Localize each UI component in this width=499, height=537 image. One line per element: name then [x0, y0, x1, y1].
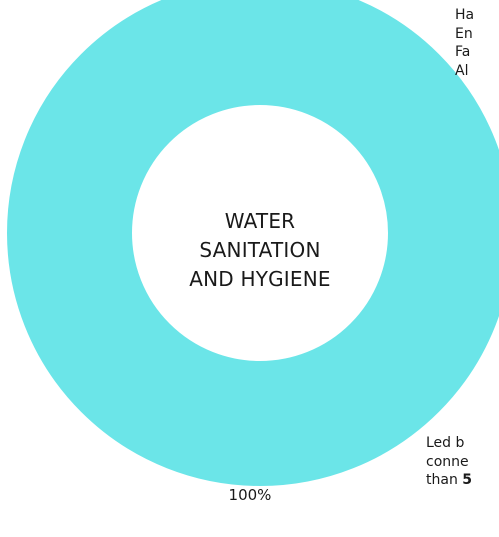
cropped-line-4: Al	[455, 62, 469, 79]
cropped-line-2: En	[455, 25, 473, 42]
cropped-text-bottom-right: Led b conne than 5	[426, 434, 472, 490]
cropped-line-1: Ha	[455, 7, 475, 23]
center-label-line-2: SANITATION	[199, 238, 321, 262]
cropped-text-top-right: Ha En Fa Al	[455, 6, 474, 80]
center-label-line-3: AND HYGIENE	[189, 267, 331, 291]
cropped-line-5: Led b	[426, 435, 465, 451]
donut-slice-1	[7, 0, 499, 486]
center-label-line-1: WATER	[224, 209, 296, 233]
cropped-line-7: than 5	[426, 471, 472, 490]
cropped-line-6: conne	[426, 453, 469, 470]
slice-data-label: 100%	[228, 486, 272, 504]
cropped-line-7-prefix: than	[426, 472, 463, 488]
cropped-line-3: Fa	[455, 44, 471, 60]
cropped-line-7-bold: 5	[462, 472, 473, 488]
donut-center-label: WATER SANITATION AND HYGIENE	[160, 207, 360, 294]
